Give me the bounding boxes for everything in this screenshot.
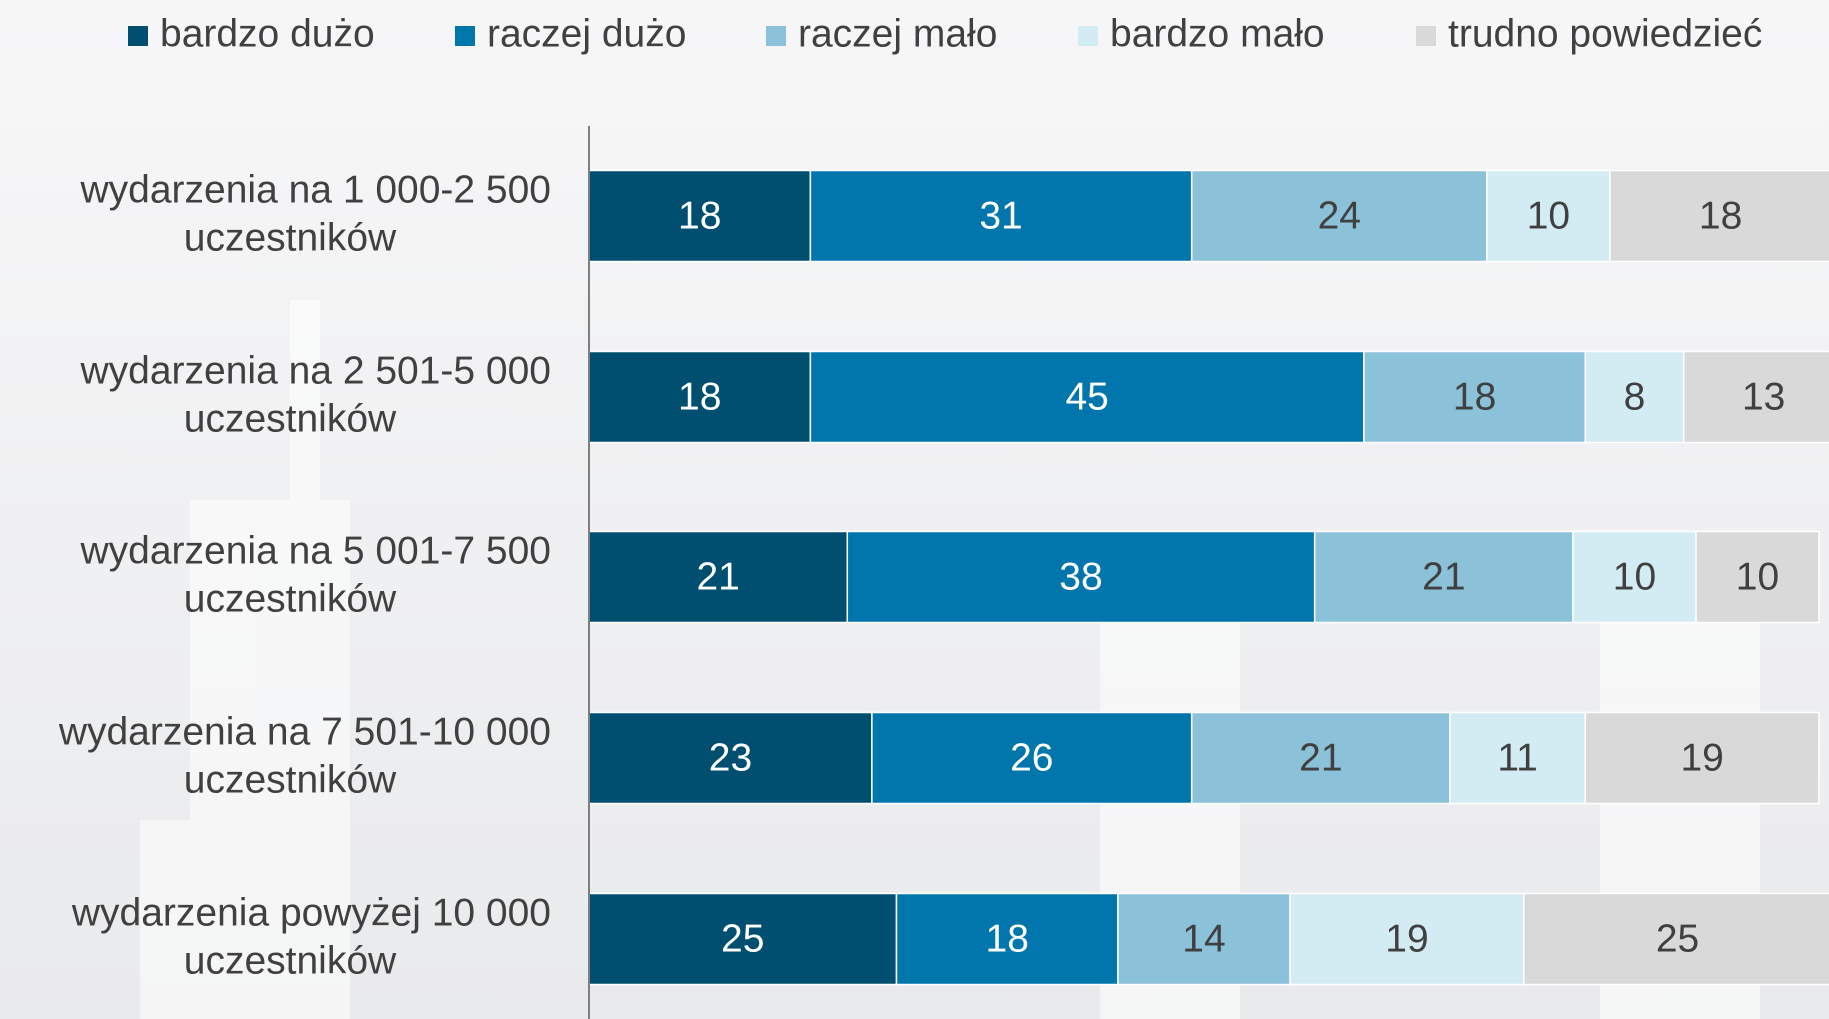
category-label: uczestników [184,216,397,259]
bar-segment [588,350,812,444]
bar-value-label: 26 [1010,736,1053,779]
legend-label: bardzo dużo [160,12,375,55]
bar-segment [588,892,898,986]
legend-label: raczej mało [798,12,997,55]
bar-segment [1584,350,1685,444]
bar-segment [871,711,1193,805]
category-label: uczestników [184,397,397,440]
legend-label: raczej dużo [487,12,686,55]
bar-segment [1313,530,1574,624]
bar-segment [1117,892,1291,986]
bar-segment [1609,169,1829,263]
bar-segment [1572,530,1697,624]
bar-value-label: 18 [678,375,721,418]
bar-value-label: 8 [1624,375,1646,418]
category-label: wydarzenia powyżej 10 000 [71,891,551,934]
bar-value-label: 10 [1527,194,1570,237]
legend-swatch [455,26,475,46]
legend-swatch [128,26,148,46]
legend-swatch [1416,26,1436,46]
bar-value-label: 18 [986,917,1029,960]
bar-segment [846,530,1316,624]
bar-value-label: 45 [1065,375,1108,418]
legend-swatch [766,26,786,46]
category-label: uczestników [184,577,397,620]
bar-segment [588,711,873,805]
category-label: uczestników [184,939,397,982]
bar-segment [809,169,1193,263]
bar-segment [1523,892,1829,986]
bar-segment [588,169,812,263]
bar-segment [1190,169,1488,263]
bar-value-label: 18 [1699,194,1742,237]
bar-value-label: 10 [1736,555,1779,598]
bar-segment [1486,169,1611,263]
legend-label: bardzo mało [1110,12,1325,55]
bar-segment [1695,530,1820,624]
bar-segment [1682,350,1829,444]
bar-value-label: 23 [709,736,752,779]
bar-value-label: 21 [696,555,739,598]
bar-value-label: 21 [1299,736,1342,779]
bar-value-label: 19 [1680,736,1723,779]
legend-label: trudno powiedzieć [1448,12,1762,55]
bar-value-label: 10 [1613,555,1656,598]
bar-value-label: 18 [1453,375,1496,418]
category-label: uczestników [184,758,397,801]
bar-segment [588,530,849,624]
legend-swatch [1078,26,1098,46]
bar-value-label: 31 [979,194,1022,237]
category-label: wydarzenia na 5 001-7 500 [80,529,552,572]
bar-value-label: 13 [1742,375,1785,418]
bar-value-label: 24 [1318,194,1361,237]
bar-segment [1289,892,1525,986]
bar-segment [1363,350,1587,444]
bar-segment [1449,711,1587,805]
category-label: wydarzenia na 2 501-5 000 [80,349,552,392]
bar-value-label: 14 [1182,917,1225,960]
bar-value-label: 19 [1385,917,1428,960]
category-label: wydarzenia na 1 000-2 500 [80,168,552,211]
bar-value-label: 21 [1422,555,1465,598]
bar-segment [809,350,1365,444]
bar-value-label: 18 [678,194,721,237]
bar-value-label: 25 [721,917,764,960]
bar-value-label: 25 [1656,917,1699,960]
bar-segment [1190,711,1451,805]
bar-value-label: 38 [1059,555,1102,598]
bar-segment [1584,711,1820,805]
category-label: wydarzenia na 7 501-10 000 [58,710,551,753]
bar-value-label: 11 [1497,736,1538,779]
